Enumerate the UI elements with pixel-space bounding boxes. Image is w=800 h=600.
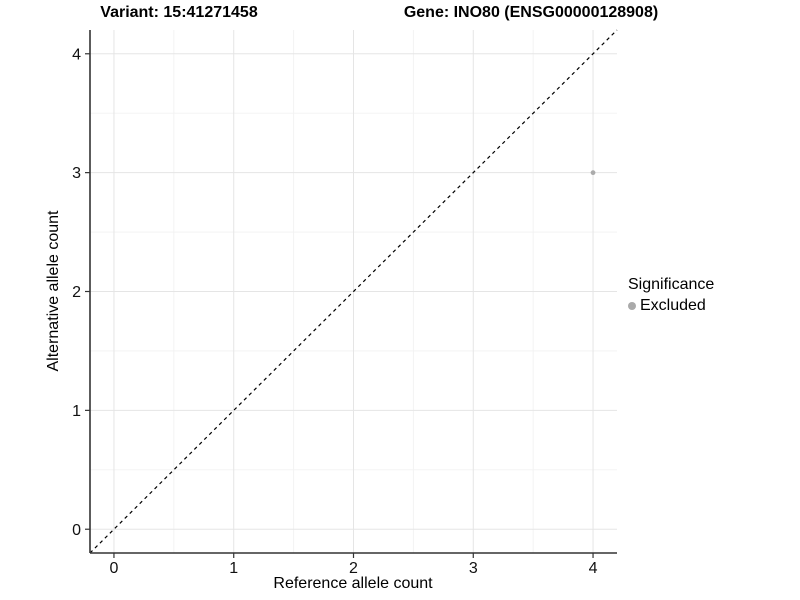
y-tick-label: 1 bbox=[72, 403, 81, 420]
y-tick-label: 2 bbox=[72, 284, 81, 301]
x-tick-label: 1 bbox=[229, 560, 238, 577]
legend: Significance Excluded bbox=[628, 276, 714, 314]
x-axis-title: Reference allele count bbox=[273, 575, 433, 592]
plot-title-gene: Gene: INO80 (ENSG00000128908) bbox=[403, 4, 659, 21]
legend-title: Significance bbox=[628, 276, 715, 293]
plot-title-variant: Variant: 15:41271458 bbox=[100, 4, 258, 21]
legend-point-icon bbox=[628, 301, 636, 310]
y-tick-label: 4 bbox=[72, 46, 81, 63]
identity-line bbox=[89, 29, 618, 554]
legend-entry-excluded: Excluded bbox=[628, 297, 714, 314]
x-tick-label: 2 bbox=[349, 560, 358, 577]
y-tick-label: 0 bbox=[72, 522, 81, 539]
x-tick-label: 0 bbox=[110, 560, 119, 577]
legend-entry-label: Excluded bbox=[640, 297, 706, 314]
x-tick-label: 4 bbox=[589, 560, 598, 577]
data-point bbox=[590, 170, 596, 176]
x-tick-label: 3 bbox=[469, 560, 478, 577]
y-axis-title: Alternative allele count bbox=[45, 210, 62, 372]
y-tick-label: 3 bbox=[72, 165, 81, 182]
